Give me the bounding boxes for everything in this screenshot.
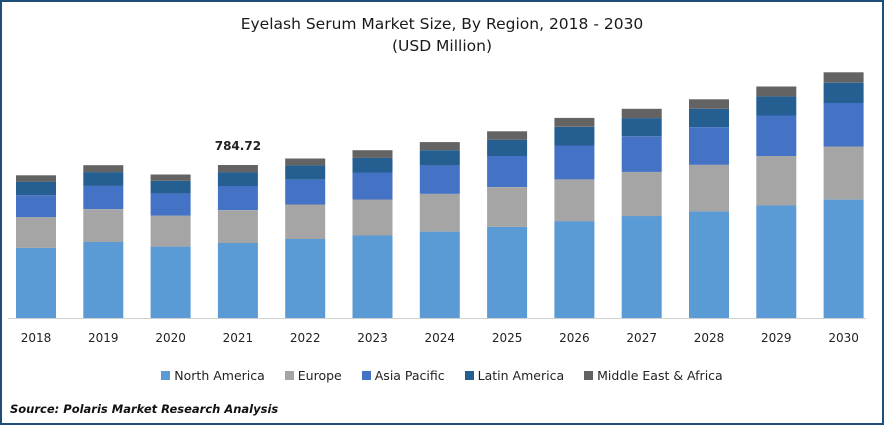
bar-segment-north-america-2029 (756, 205, 797, 318)
legend-swatch-middle-east-africa (584, 371, 594, 380)
x-tick-label-2026: 2026 (559, 331, 590, 345)
bar-segment-asia-pacific-2024 (419, 165, 460, 194)
legend-swatch-asia-pacific (361, 371, 371, 380)
bar-segment-latin-america-2022 (285, 165, 326, 180)
bar-segment-europe-2026 (554, 179, 595, 222)
bar-segment-north-america-2027 (621, 216, 662, 318)
bar-segment-asia-pacific-2028 (689, 127, 729, 165)
bar-segment-asia-pacific-2019 (83, 185, 124, 210)
bar-segment-europe-2023 (352, 199, 393, 236)
data-label-2021: 784.72 (215, 139, 261, 153)
bar-segment-asia-pacific-2025 (487, 156, 528, 187)
legend-label-north-america: North America (174, 368, 265, 383)
bar-segment-middle-east-africa-2029 (756, 86, 797, 97)
bar-segment-asia-pacific-2022 (285, 179, 326, 205)
bar-segment-north-america-2026 (554, 221, 595, 318)
bar-segment-latin-america-2021 (217, 172, 258, 187)
bar-segment-latin-america-2029 (756, 96, 797, 116)
bar-segment-latin-america-2018 (16, 181, 56, 196)
bar-segment-latin-america-2026 (554, 126, 595, 146)
x-tick-label-2019: 2019 (88, 331, 119, 345)
bar-segment-middle-east-africa-2019 (83, 165, 124, 173)
x-tick-label-2018: 2018 (21, 331, 52, 345)
x-tick-label-2024: 2024 (425, 331, 456, 345)
bar-segment-asia-pacific-2030 (823, 102, 864, 147)
bar-segment-europe-2029 (756, 156, 797, 206)
bar-segment-europe-2022 (285, 204, 326, 239)
x-tick-label-2027: 2027 (626, 331, 657, 345)
legend-label-asia-pacific: Asia Pacific (374, 368, 445, 383)
legend-item-latin-america: Latin America (464, 368, 565, 383)
bar-segment-asia-pacific-2027 (621, 136, 662, 172)
bar-segment-asia-pacific-2023 (352, 172, 393, 200)
bar-segment-north-america-2018 (16, 247, 56, 318)
bar-segment-north-america-2021 (217, 243, 258, 318)
bar-segment-latin-america-2019 (83, 172, 124, 186)
bar-segment-middle-east-africa-2020 (150, 174, 191, 181)
bar-segment-middle-east-africa-2030 (823, 72, 864, 83)
bar-segment-middle-east-africa-2022 (285, 158, 326, 166)
bar-segment-middle-east-africa-2027 (621, 108, 662, 119)
bar-segment-latin-america-2020 (150, 180, 191, 194)
bar-segment-middle-east-africa-2026 (554, 117, 595, 127)
bar-segment-europe-2024 (419, 193, 460, 232)
x-tick-label-2021: 2021 (223, 331, 254, 345)
bar-segment-europe-2020 (150, 215, 191, 247)
bar-segment-europe-2030 (823, 146, 864, 200)
bar-segment-north-america-2019 (83, 242, 124, 318)
bar-segment-latin-america-2025 (487, 139, 528, 156)
legend-swatch-latin-america (464, 371, 474, 380)
bar-segment-north-america-2023 (352, 235, 393, 318)
bar-segment-asia-pacific-2021 (217, 186, 258, 211)
bar-segment-europe-2019 (83, 209, 124, 242)
bar-segment-north-america-2024 (419, 231, 460, 318)
x-tick-label-2028: 2028 (694, 331, 725, 345)
bar-segment-north-america-2025 (487, 226, 528, 318)
bar-segment-latin-america-2028 (689, 108, 729, 127)
bar-segment-north-america-2030 (823, 199, 864, 318)
legend-item-middle-east-africa: Middle East & Africa (584, 368, 723, 383)
bar-segment-latin-america-2023 (352, 157, 393, 173)
bar-segment-europe-2027 (621, 171, 662, 217)
x-tick-label-2020: 2020 (155, 331, 186, 345)
bar-segment-middle-east-africa-2024 (419, 142, 460, 151)
legend-label-latin-america: Latin America (477, 368, 565, 383)
bar-segment-middle-east-africa-2021 (217, 165, 258, 173)
legend-label-europe: Europe (297, 368, 342, 383)
bar-segment-europe-2025 (487, 187, 528, 227)
bar-segment-europe-2028 (689, 164, 729, 212)
x-tick-label-2023: 2023 (357, 331, 388, 345)
legend-item-north-america: North America (161, 368, 265, 383)
bar-segment-north-america-2020 (150, 246, 191, 318)
bar-segment-north-america-2028 (689, 211, 729, 318)
bar-segment-latin-america-2024 (419, 150, 460, 166)
bar-segment-north-america-2022 (285, 238, 326, 318)
bar-segment-latin-america-2027 (621, 118, 662, 137)
bar-segment-latin-america-2030 (823, 82, 864, 103)
bar-segment-europe-2021 (217, 210, 258, 243)
legend-label-middle-east-africa: Middle East & Africa (597, 368, 723, 383)
source-note: Source: Polaris Market Research Analysis (10, 402, 279, 416)
legend-item-europe: Europe (284, 368, 342, 383)
x-tick-label-2030: 2030 (828, 331, 859, 345)
legend-swatch-north-america (161, 371, 171, 380)
bar-segment-middle-east-africa-2028 (689, 99, 729, 109)
x-tick-label-2029: 2029 (761, 331, 792, 345)
bar-segment-asia-pacific-2018 (16, 195, 56, 218)
legend-swatch-europe (284, 371, 294, 380)
bar-segment-middle-east-africa-2025 (487, 131, 528, 140)
bar-segment-europe-2018 (16, 217, 56, 248)
bar-segment-asia-pacific-2020 (150, 193, 191, 216)
bar-segment-middle-east-africa-2018 (16, 175, 56, 182)
x-tick-label-2025: 2025 (492, 331, 523, 345)
bar-segment-asia-pacific-2026 (554, 145, 595, 180)
chart-legend: North America Europe Asia Pacific Latin Ame… (0, 368, 884, 383)
x-tick-label-2022: 2022 (290, 331, 321, 345)
bar-segment-asia-pacific-2029 (756, 115, 797, 156)
chart-title: Eyelash Serum Market Size, By Region, 20… (240, 15, 644, 33)
legend-item-asia-pacific: Asia Pacific (361, 368, 445, 383)
bar-segment-middle-east-africa-2023 (352, 150, 393, 158)
chart-subtitle: (USD Million) (391, 37, 493, 55)
